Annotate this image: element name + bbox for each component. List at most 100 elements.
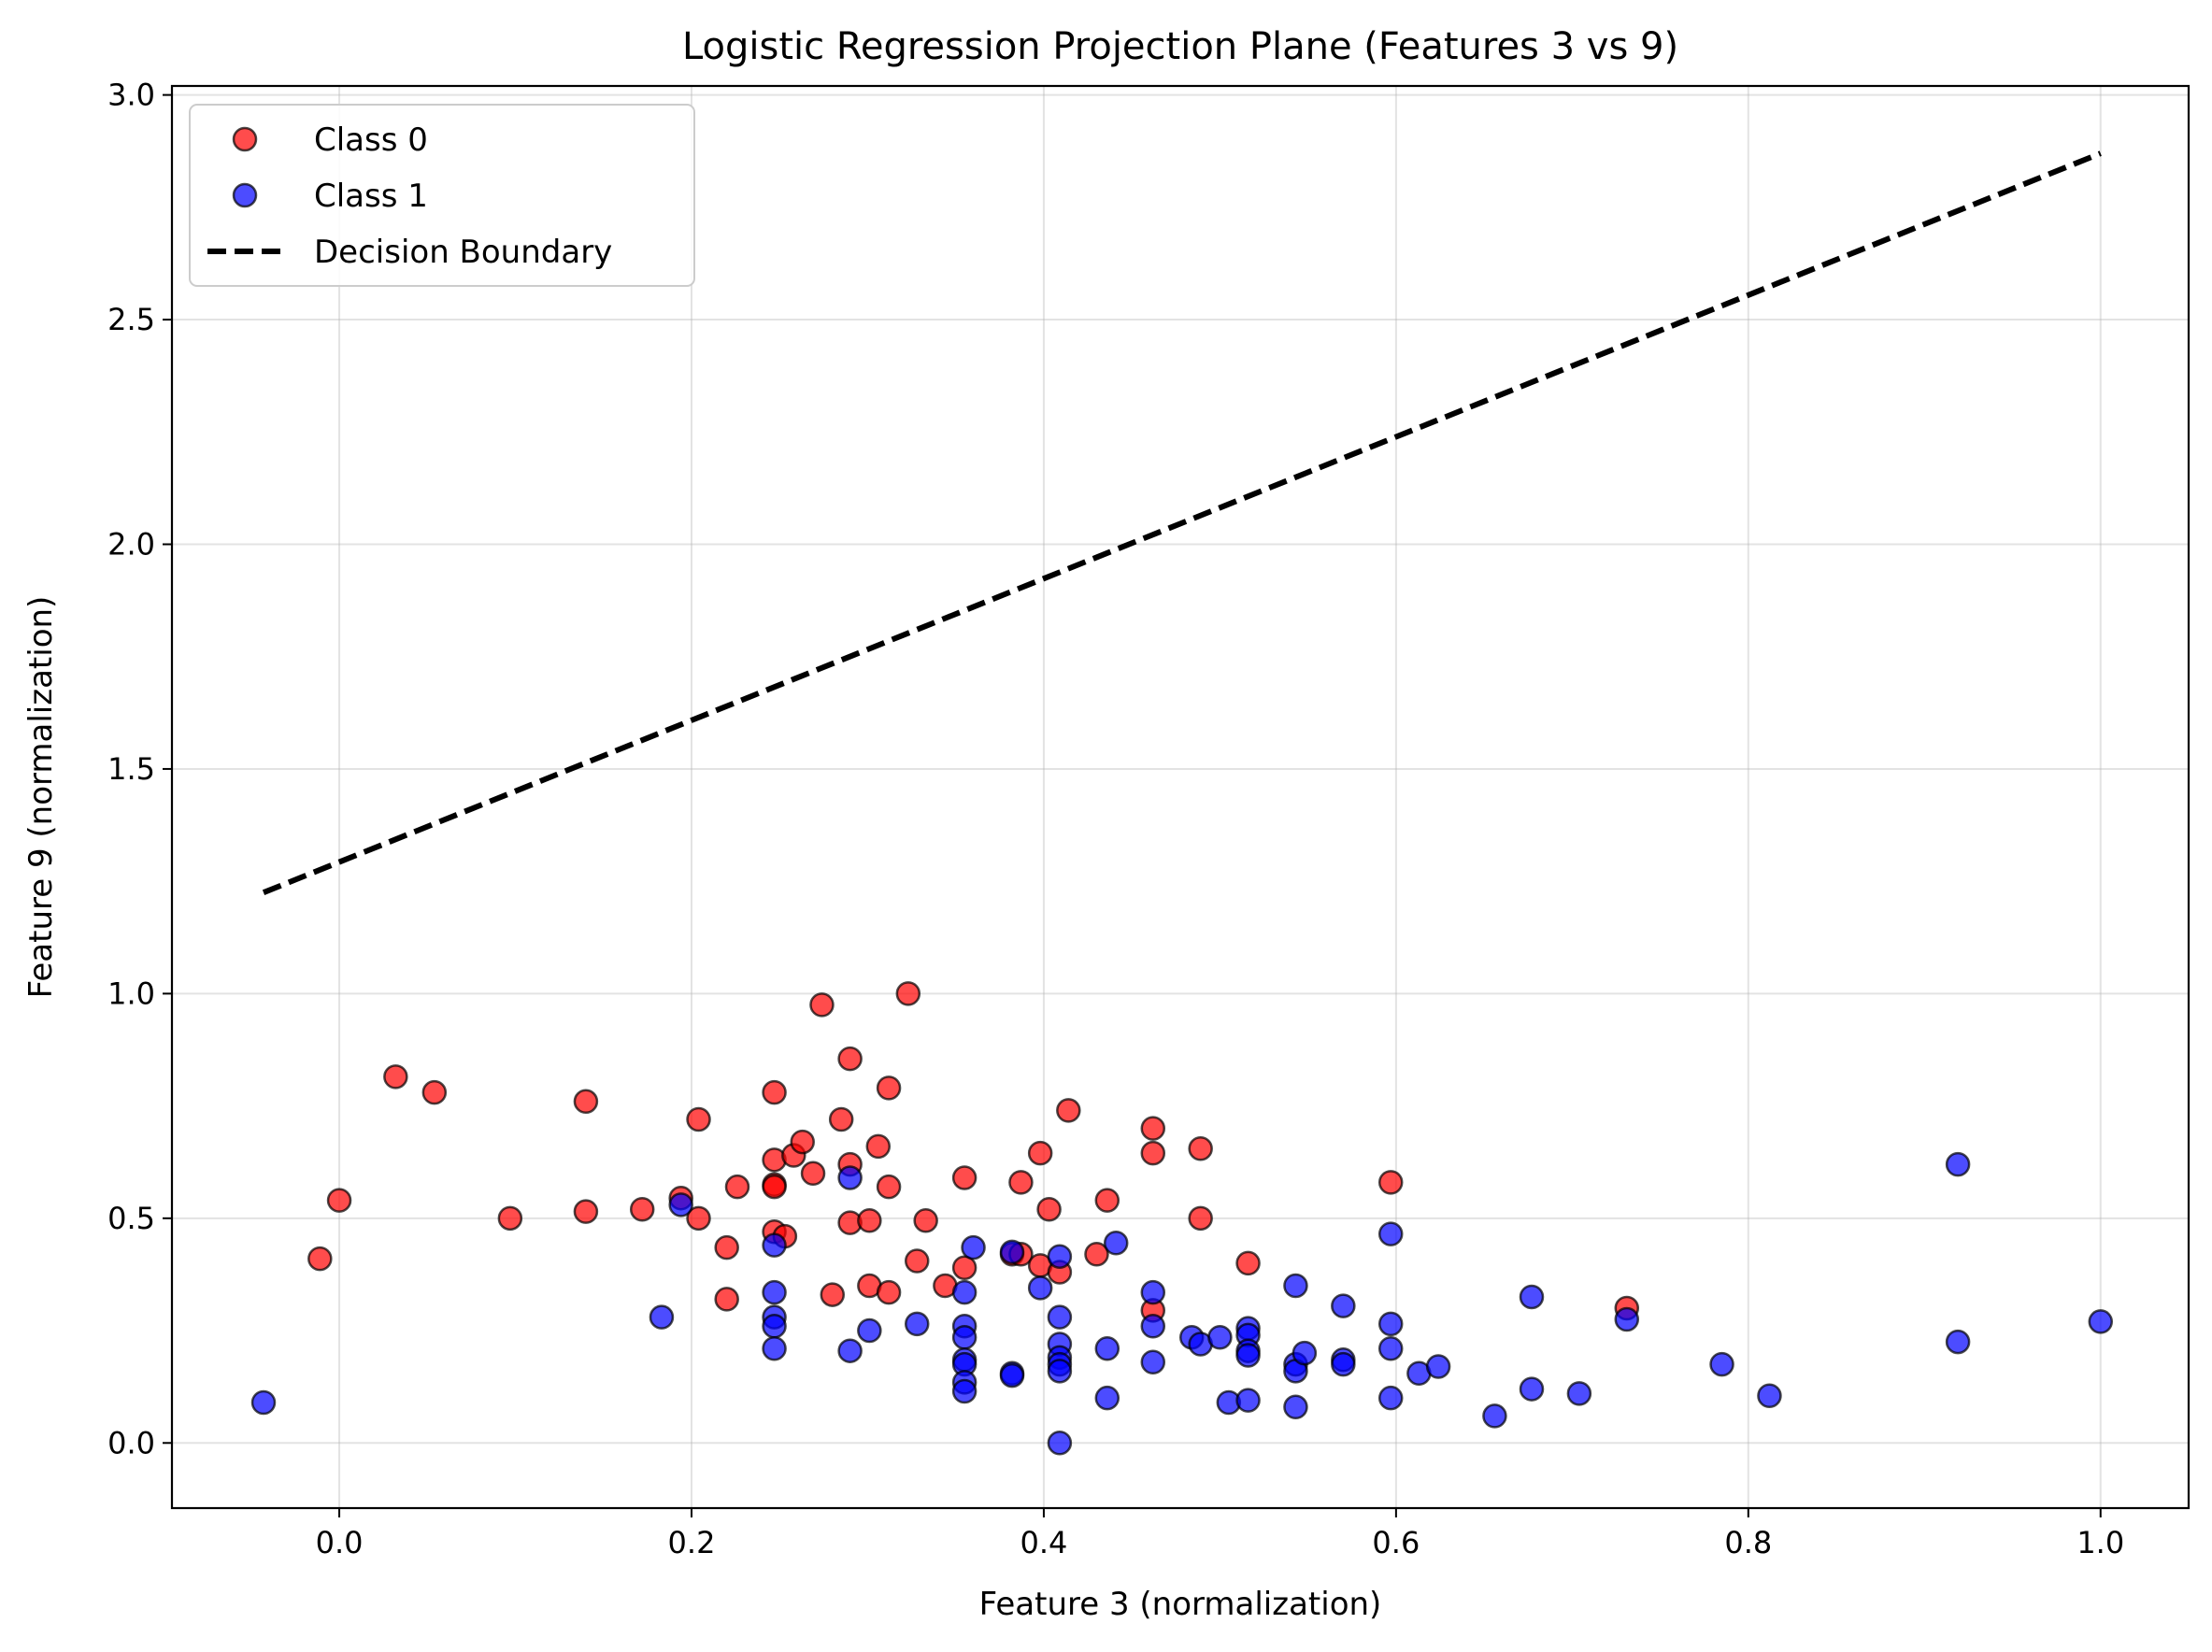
point-class-1: [1094, 1385, 1120, 1411]
y-axis-ticks: 0.0 0.5 1.0 1.5 2.0 2.5 3.0: [107, 78, 172, 1460]
point-class-1: [649, 1304, 675, 1330]
point-class-0: [1027, 1140, 1053, 1166]
y-tick-label: 2.5: [107, 302, 155, 337]
point-class-0: [1084, 1242, 1109, 1267]
point-class-1: [837, 1165, 863, 1190]
point-class-1: [1027, 1275, 1053, 1301]
point-class-0: [828, 1106, 854, 1132]
y-tick-label: 0.5: [107, 1201, 155, 1236]
point-class-1: [1140, 1349, 1166, 1374]
point-class-1: [961, 1234, 986, 1260]
point-class-0: [497, 1205, 523, 1232]
point-class-1: [762, 1279, 787, 1305]
point-class-0: [837, 1046, 863, 1072]
point-class-0: [1188, 1136, 1213, 1161]
legend-marker-class-1: [232, 182, 258, 208]
point-class-1: [2088, 1309, 2114, 1334]
point-class-0: [876, 1174, 902, 1200]
x-tick-label: 0.6: [1372, 1525, 1420, 1560]
point-class-0: [686, 1106, 711, 1132]
point-class-1: [1377, 1221, 1404, 1246]
point-class-1: [1377, 1311, 1404, 1337]
x-tick-label: 0.4: [1020, 1525, 1067, 1560]
point-class-0: [1056, 1098, 1081, 1123]
point-class-1: [1377, 1336, 1404, 1361]
point-class-1: [668, 1192, 693, 1218]
legend-marker-class-0: [232, 126, 258, 152]
plot-frame: [170, 84, 2191, 1510]
point-class-0: [762, 1174, 787, 1200]
point-class-1: [1331, 1293, 1356, 1318]
legend: Class 0 Class 1 Decision Boundary: [189, 104, 695, 287]
point-class-0: [1188, 1205, 1213, 1232]
point-class-0: [790, 1129, 815, 1155]
point-class-1: [1945, 1329, 1971, 1355]
point-class-0: [820, 1282, 846, 1307]
point-class-0: [876, 1075, 902, 1101]
point-class-0: [762, 1079, 787, 1105]
point-class-1: [762, 1336, 787, 1361]
point-class-1: [999, 1239, 1025, 1265]
point-class-1: [1047, 1304, 1073, 1330]
y-tick-label: 2.0: [107, 527, 155, 563]
point-class-0: [809, 992, 835, 1018]
y-tick-label: 1.5: [107, 751, 155, 787]
point-class-1: [1140, 1313, 1166, 1339]
point-class-1: [1047, 1244, 1073, 1269]
point-class-1: [1207, 1325, 1233, 1350]
point-class-0: [1140, 1140, 1166, 1166]
point-class-0: [714, 1234, 739, 1260]
point-class-1: [1047, 1431, 1073, 1456]
y-tick-label: 1.0: [107, 976, 155, 1011]
y-tick-label: 3.0: [107, 78, 155, 113]
point-class-1: [1945, 1151, 1971, 1177]
point-class-0: [573, 1089, 599, 1115]
point-class-1: [1047, 1359, 1073, 1384]
x-axis-ticks: 0.0 0.2 0.4 0.6 0.8 1.0: [316, 1508, 2124, 1560]
legend-label-class-1: Class 1: [314, 178, 428, 215]
point-class-1: [951, 1325, 978, 1350]
point-class-1: [1283, 1394, 1308, 1420]
point-class-1: [904, 1311, 930, 1337]
x-tick-label: 0.8: [1724, 1525, 1772, 1560]
point-class-1: [1425, 1354, 1451, 1379]
point-class-1: [1566, 1381, 1592, 1406]
point-class-1: [1103, 1231, 1129, 1256]
point-class-1: [1283, 1273, 1308, 1299]
point-class-0: [326, 1188, 352, 1213]
point-class-0: [1094, 1188, 1120, 1213]
point-class-1: [250, 1389, 277, 1416]
point-class-1: [999, 1362, 1025, 1389]
point-class-1: [1235, 1343, 1261, 1368]
point-class-1: [1614, 1306, 1640, 1332]
point-class-0: [1235, 1250, 1261, 1276]
point-class-1: [1094, 1336, 1120, 1361]
point-class-1: [1377, 1385, 1404, 1411]
point-class-1: [1292, 1340, 1318, 1366]
chart-title: Logistic Regression Projection Plane (Fe…: [682, 25, 1678, 68]
point-class-0: [857, 1207, 882, 1233]
y-axis-label: Feature 9 (normalization): [22, 596, 60, 999]
decision-boundary-line: [262, 150, 2102, 895]
point-class-1: [1519, 1376, 1545, 1402]
point-class-0: [573, 1199, 599, 1224]
point-class-0: [686, 1205, 711, 1232]
decision-boundary: [262, 150, 2102, 895]
point-class-1: [1757, 1383, 1782, 1409]
legend-frame: [189, 104, 695, 287]
point-class-0: [1036, 1196, 1062, 1222]
point-class-0: [1008, 1170, 1034, 1195]
point-class-0: [913, 1207, 938, 1233]
point-class-0: [951, 1165, 978, 1190]
y-tick-label: 0.0: [107, 1425, 155, 1460]
point-class-0: [1140, 1116, 1166, 1141]
point-class-0: [904, 1248, 930, 1274]
x-axis-label: Feature 3 (normalization): [979, 1586, 1382, 1623]
point-class-1: [762, 1232, 787, 1258]
x-tick-label: 1.0: [2076, 1525, 2124, 1560]
x-tick-label: 0.2: [668, 1525, 716, 1560]
point-class-0: [876, 1279, 902, 1305]
legend-label-decision-boundary: Decision Boundary: [314, 234, 612, 271]
point-class-1: [1519, 1284, 1545, 1310]
